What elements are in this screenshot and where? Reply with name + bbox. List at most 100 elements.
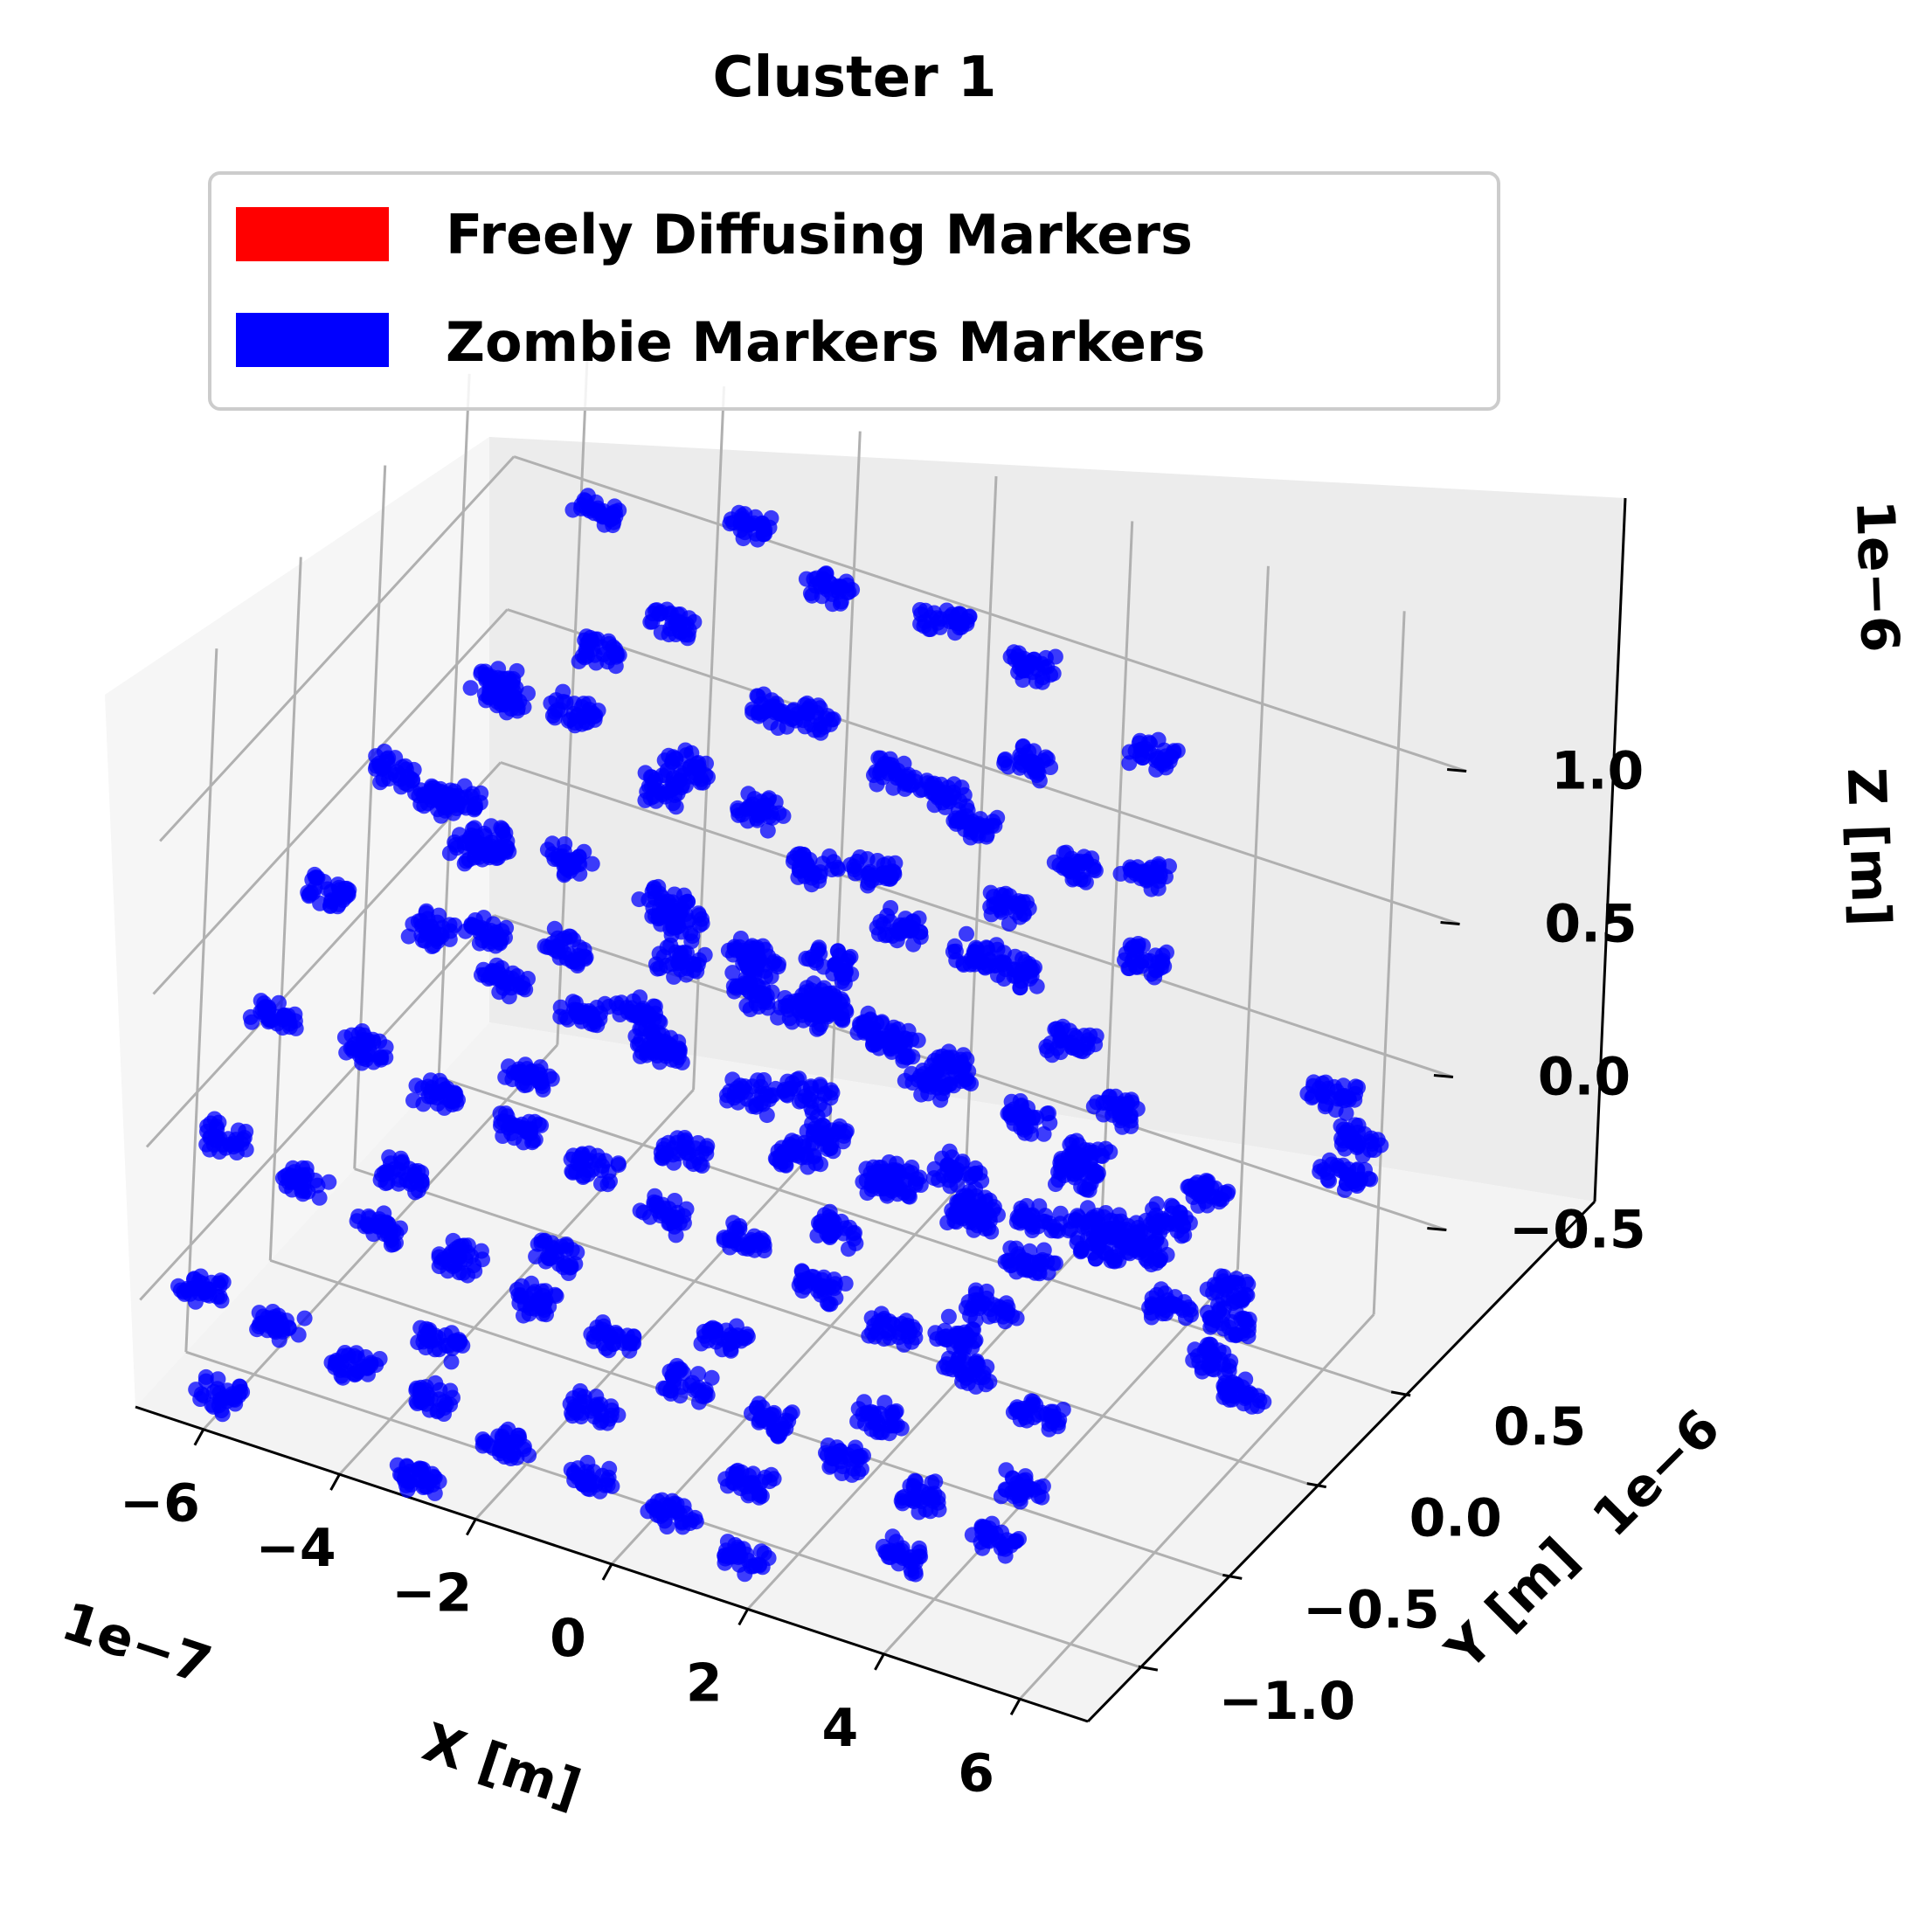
data-point — [508, 1433, 524, 1450]
data-point — [934, 794, 951, 811]
data-point — [473, 785, 489, 801]
data-point — [576, 843, 592, 860]
data-point — [600, 1469, 617, 1486]
data-point — [415, 1096, 432, 1112]
data-point — [538, 1306, 554, 1323]
data-point — [997, 1313, 1014, 1330]
cluster — [964, 1515, 1027, 1564]
data-point — [1305, 1074, 1322, 1091]
cluster — [583, 1314, 642, 1359]
cluster — [717, 1462, 782, 1506]
data-point — [1158, 1306, 1174, 1322]
data-point — [818, 1131, 834, 1147]
data-point — [784, 1404, 800, 1421]
data-point — [950, 606, 966, 623]
data-point — [975, 1205, 992, 1222]
data-point — [527, 1132, 544, 1148]
data-point — [429, 792, 446, 808]
data-point — [668, 752, 684, 768]
data-point — [606, 498, 623, 515]
data-point — [473, 1243, 489, 1259]
data-point — [593, 1162, 610, 1179]
data-point — [389, 1457, 405, 1473]
data-point — [1011, 645, 1027, 662]
data-point — [668, 1209, 684, 1226]
data-point — [328, 1356, 344, 1373]
data-point — [668, 1227, 684, 1243]
grid-line-back-x — [1236, 565, 1270, 1270]
x-tick-mark — [1009, 1698, 1021, 1716]
cluster — [408, 1375, 460, 1422]
data-point — [495, 675, 512, 691]
cluster — [924, 1043, 980, 1092]
data-point — [981, 1374, 998, 1389]
data-point — [724, 965, 741, 981]
data-point — [1238, 1273, 1255, 1290]
data-point — [1256, 1394, 1272, 1410]
data-point — [882, 751, 898, 767]
data-point — [949, 813, 966, 829]
data-point — [418, 904, 434, 921]
data-point — [750, 531, 765, 548]
data-point — [610, 1157, 627, 1174]
data-point — [413, 1174, 430, 1189]
data-point — [419, 1390, 435, 1407]
cluster — [842, 849, 904, 894]
data-point — [703, 1369, 720, 1386]
data-point — [235, 1132, 252, 1148]
data-point — [544, 1235, 560, 1251]
data-point — [1042, 1408, 1059, 1424]
data-point — [1340, 1167, 1357, 1183]
data-point — [467, 1263, 483, 1279]
data-point — [1030, 1407, 1046, 1424]
data-point — [694, 915, 710, 932]
data-point — [920, 1074, 937, 1090]
data-point — [732, 931, 749, 946]
data-point — [646, 1194, 662, 1210]
data-point — [1067, 856, 1084, 873]
data-point — [1319, 1171, 1336, 1188]
z-tick-mark — [1440, 921, 1460, 925]
data-point — [322, 897, 339, 914]
data-point — [621, 1334, 638, 1350]
data-point — [849, 1024, 866, 1041]
data-point — [339, 1353, 356, 1369]
data-point — [532, 1070, 549, 1087]
data-point — [1137, 863, 1153, 880]
cluster — [779, 695, 841, 741]
x-tick-mark — [874, 1653, 885, 1671]
y-offset-text: 1e−6 — [1581, 1397, 1732, 1548]
data-point — [481, 1437, 497, 1454]
data-point — [1041, 1421, 1057, 1437]
data-point — [415, 1461, 432, 1478]
data-point — [732, 1480, 749, 1497]
cluster — [1299, 1074, 1366, 1121]
data-point — [301, 888, 317, 904]
cluster — [405, 1072, 466, 1116]
data-point — [555, 1259, 571, 1276]
data-point — [1190, 1197, 1207, 1214]
data-point — [1015, 906, 1032, 923]
cluster — [982, 884, 1037, 932]
cluster — [1180, 1173, 1236, 1214]
data-point — [727, 1333, 744, 1349]
data-point — [1143, 881, 1160, 897]
data-point — [1160, 1215, 1177, 1231]
data-point — [814, 856, 831, 872]
data-point — [1200, 1305, 1215, 1320]
data-point — [887, 1404, 904, 1421]
cluster — [927, 1308, 984, 1356]
data-point — [897, 780, 913, 797]
data-point — [991, 1299, 1007, 1315]
data-point — [652, 908, 668, 925]
data-point — [232, 1378, 248, 1395]
cluster — [300, 866, 357, 915]
data-point — [845, 1225, 862, 1242]
data-point — [1020, 1110, 1036, 1126]
data-point — [1217, 1281, 1234, 1298]
data-point — [955, 1328, 971, 1345]
cluster — [1085, 1088, 1146, 1135]
data-point — [441, 1246, 458, 1263]
data-point — [304, 871, 321, 888]
